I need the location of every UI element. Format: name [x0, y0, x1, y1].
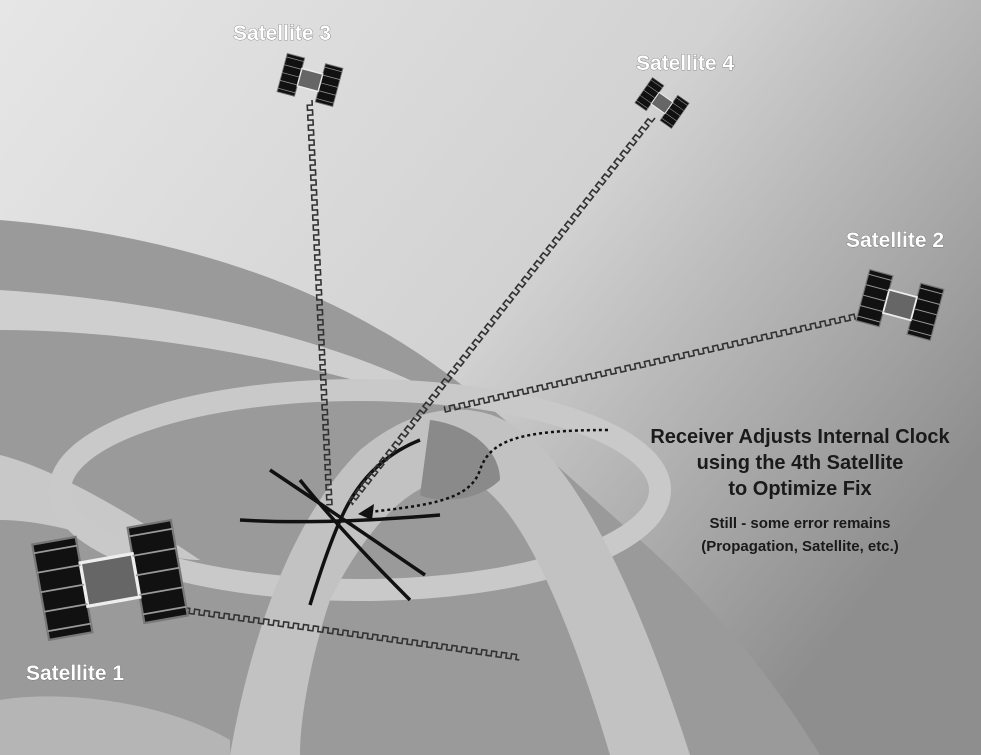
panel-cell	[859, 305, 884, 313]
satellite	[634, 77, 690, 129]
panel-cell	[316, 98, 334, 104]
signal	[443, 313, 861, 413]
earth-spot	[420, 420, 500, 500]
earth-band	[0, 696, 230, 755]
panel-cell	[862, 294, 887, 302]
note-line: (Propagation, Satellite, etc.)	[701, 538, 899, 555]
caption-line: using the 4th Satellite	[697, 452, 904, 474]
range-arc	[269, 468, 426, 577]
panel-cell	[318, 90, 336, 96]
panel-cell	[277, 87, 296, 94]
panel-cell	[857, 315, 881, 323]
satellite-label: Satellite 3	[233, 22, 331, 45]
panel-cell	[865, 284, 890, 292]
signal	[164, 604, 520, 661]
signals	[164, 99, 861, 661]
panel-cell	[43, 603, 88, 613]
panel-cell	[672, 102, 685, 111]
range-arcs	[239, 438, 441, 606]
panel-cell	[665, 112, 677, 122]
panel-cell	[650, 79, 663, 89]
panel-cell	[40, 583, 85, 594]
panel-cell	[128, 527, 173, 538]
note-line: Still - some error remains	[710, 515, 891, 532]
caption-line: to Optimize Fix	[728, 478, 871, 500]
satellite-body	[650, 91, 674, 115]
panel-cell	[661, 117, 674, 127]
satellite-label: Satellite 2	[846, 229, 944, 252]
arrow-head	[358, 504, 374, 520]
panel-cell	[910, 318, 935, 326]
satellite-label: Satellite 4	[636, 52, 734, 75]
panel-cell	[37, 564, 81, 574]
panel-cell	[668, 107, 681, 117]
signal	[306, 99, 333, 506]
panel-cell	[919, 287, 943, 295]
satellite	[30, 518, 190, 642]
panel-cell	[132, 547, 177, 557]
range-arc	[308, 438, 421, 606]
satellite-body	[78, 551, 142, 609]
panel-cell	[647, 84, 659, 94]
satellite	[855, 268, 945, 342]
satellites	[30, 52, 945, 642]
range-arc	[298, 478, 412, 602]
panel-cell	[636, 100, 649, 109]
earth-ring	[49, 379, 671, 601]
panel-cell	[286, 56, 304, 62]
panel-cell	[908, 329, 932, 337]
panel-cell	[279, 80, 298, 86]
signal	[347, 117, 656, 506]
panel-cell	[916, 297, 941, 305]
range-arc	[239, 513, 441, 524]
caption-line: Receiver Adjusts Internal Clock	[650, 426, 950, 448]
panel-cell	[282, 72, 300, 78]
panel-cell	[868, 273, 892, 281]
panel-cell	[643, 89, 656, 99]
panel-cell	[33, 544, 78, 555]
panel-cell	[284, 64, 302, 70]
panel-cell	[142, 605, 187, 616]
earth-ring	[230, 409, 690, 755]
earth-band	[0, 290, 420, 400]
panel-cell	[47, 622, 92, 633]
satellite	[276, 52, 344, 108]
panel-cell	[320, 82, 338, 88]
panel-cell	[135, 566, 180, 577]
panel-cell	[322, 74, 341, 80]
satellite-label: Satellite 1	[26, 662, 124, 685]
panel-cell	[324, 66, 343, 73]
panel-cell	[913, 308, 938, 316]
panel-cell	[639, 95, 652, 104]
panel-cell	[675, 97, 688, 106]
panel-cell	[139, 586, 183, 596]
